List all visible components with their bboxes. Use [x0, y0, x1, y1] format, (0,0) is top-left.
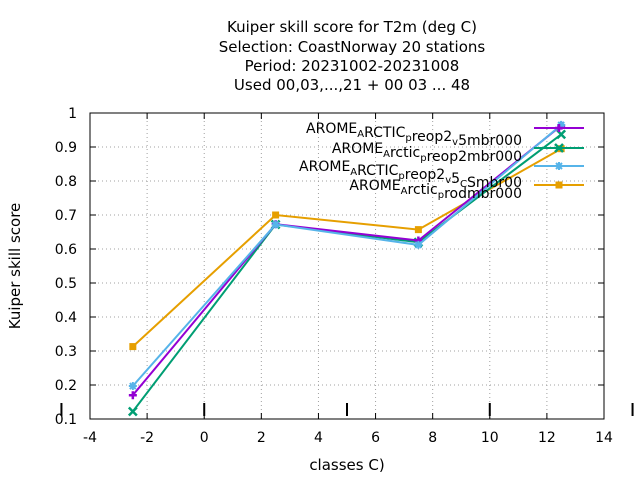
count-marks: [60, 403, 634, 416]
data-point: [128, 382, 137, 391]
y-tick-label: 0.7: [55, 208, 77, 224]
y-tick-label: 1: [68, 106, 77, 122]
x-tick-label: 12: [538, 430, 556, 446]
x-tick-label: 2: [257, 430, 266, 446]
legend-label: AROMEArcticpreop2mbr000: [332, 141, 522, 165]
y-tick-label: 0.6: [55, 242, 77, 258]
y-tick-label: 0.3: [55, 344, 77, 360]
plot-frame: [89, 112, 605, 420]
legend: AROMEARCTICpreop2v5mbr000AROMEArcticpreo…: [299, 121, 584, 202]
data-point: [271, 220, 280, 229]
y-tick-label: 0.5: [55, 276, 77, 292]
y-tick-label: 0.9: [55, 140, 77, 156]
y-tick-label: 0.8: [55, 174, 77, 190]
x-tick-label: -4: [83, 430, 97, 446]
x-tick-label: 14: [595, 430, 613, 446]
legend-entry-4: AROMEArcticprodmbr000: [349, 178, 584, 202]
legend-entry-1: AROMEARCTICpreop2v5mbr000: [306, 121, 584, 149]
data-point: [557, 120, 566, 129]
y-tick-label: 0.4: [55, 310, 77, 326]
data-point: [414, 226, 422, 234]
data-point: [554, 143, 564, 153]
legend-label: AROMEARCTICpreop2v5mbr000: [306, 121, 522, 149]
series-3: [128, 120, 566, 391]
data-point: [127, 406, 138, 417]
title-line-4: Used 00,03,...,21 + 00 03 ... 48: [234, 76, 470, 94]
legend-entry-2: AROMEArcticpreop2mbr000: [332, 141, 584, 165]
series-line: [132, 124, 562, 387]
title-line-3: Period: 20231002-20231008: [245, 57, 460, 75]
data-point: [555, 162, 563, 170]
series-layer: [127, 120, 567, 417]
data-point: [414, 240, 423, 249]
x-tick-label: 8: [428, 430, 437, 446]
y-axis-label: Kuiper skill score: [6, 203, 24, 330]
grid: [90, 113, 604, 419]
title-line-1: Kuiper skill score for T2m (deg C): [227, 18, 477, 36]
data-point: [128, 391, 137, 400]
legend-label: AROMEARCTICpreop2v5CSmbr00: [299, 159, 522, 191]
x-tick-label: 10: [481, 430, 499, 446]
data-point: [555, 124, 563, 132]
legend-label: AROMEArcticprodmbr000: [349, 178, 522, 202]
legend-entry-3: AROMEARCTICpreop2v5CSmbr00: [299, 159, 584, 191]
x-tick-label: 6: [371, 430, 380, 446]
tick-labels: -4 -2 0 2 4 6 8 10 12 14 0.1 0.2 0.3 0.4 0.5 0.6 0.7 0.8 0…: [55, 106, 613, 446]
x-tick-label: 0: [200, 430, 209, 446]
x-tick-label: 4: [314, 430, 323, 446]
data-point: [272, 211, 280, 219]
x-tick-label: -2: [140, 430, 154, 446]
title-line-2: Selection: CoastNorway 20 stations: [219, 38, 486, 56]
data-point: [129, 343, 137, 351]
y-tick-label: 0.1: [55, 412, 77, 428]
y-tick-label: 0.2: [55, 378, 77, 394]
data-point: [555, 181, 563, 189]
chart-title: Kuiper skill score for T2m (deg C) Selec…: [219, 18, 486, 94]
series-line: [132, 124, 562, 396]
x-axis-label: classes C): [309, 456, 384, 474]
